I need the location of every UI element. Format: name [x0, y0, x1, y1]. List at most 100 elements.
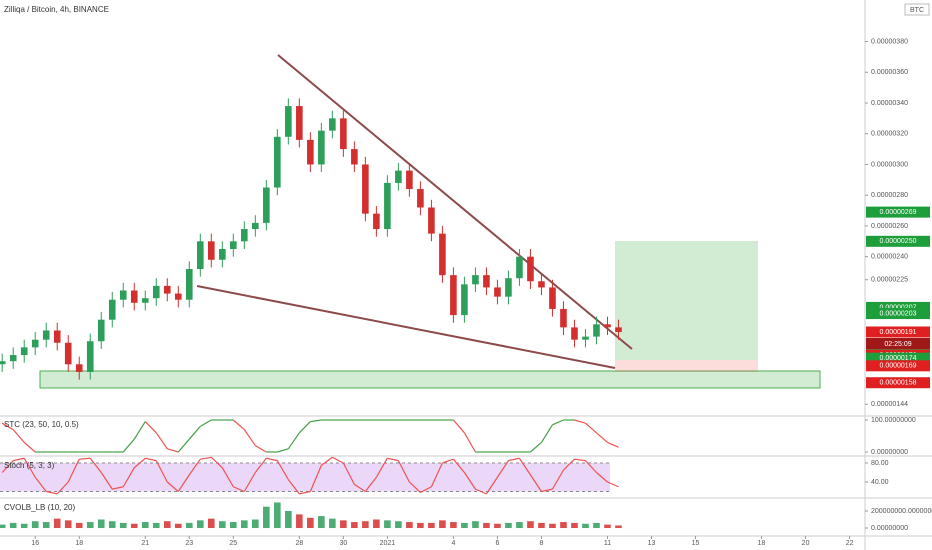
candle-body	[130, 290, 138, 303]
indicator-line	[310, 419, 322, 423]
candle-body	[163, 285, 171, 294]
indicator-line	[89, 457, 102, 473]
volume-bar	[207, 518, 215, 529]
indicator-line	[112, 486, 124, 490]
candle-body	[461, 284, 468, 316]
indicator-line	[67, 458, 80, 483]
indicator-line	[298, 421, 311, 434]
volume-bar	[461, 522, 468, 529]
indicator-line	[276, 460, 289, 480]
indicator-line	[199, 419, 212, 427]
volume-bar	[274, 502, 281, 529]
indicator-line	[23, 441, 36, 453]
indicator-line	[452, 419, 465, 434]
candle-body	[406, 170, 413, 190]
volume-bar	[494, 523, 501, 529]
indicator-line	[485, 476, 498, 495]
volume-bar	[285, 510, 292, 529]
volume-bar	[263, 506, 270, 529]
indicator-line	[200, 456, 212, 460]
indicator-line	[364, 476, 377, 492]
candle-body	[263, 187, 270, 223]
candle-body	[560, 308, 567, 328]
candle-body	[152, 285, 160, 299]
volume-bar	[20, 523, 28, 529]
indicator-line	[375, 457, 388, 478]
indicator-line	[551, 469, 564, 490]
indicator-line	[254, 457, 267, 473]
indicator-line	[12, 429, 25, 443]
volume-bar	[384, 520, 391, 529]
price-tag-label: 0.00000207	[880, 304, 917, 311]
volume-bar	[296, 514, 303, 529]
price-tag	[866, 352, 930, 364]
indicator-line	[607, 441, 619, 448]
volume-bar	[119, 522, 127, 529]
volume-bar	[571, 522, 578, 529]
volume-bar	[318, 516, 325, 529]
candle-body	[384, 182, 391, 230]
x-tick-label: 13	[648, 540, 656, 547]
y-tick-label: 0.00000300	[871, 161, 908, 168]
indicator-line	[299, 490, 311, 495]
price-tag-label: 0.00000158	[880, 380, 917, 387]
x-tick-label: 4	[451, 540, 455, 547]
y-tick-label: 0.00000260	[871, 223, 908, 230]
indicator-line	[232, 419, 245, 431]
indicator-line	[1, 460, 14, 473]
candle-body	[230, 241, 237, 249]
indicator-line	[540, 424, 553, 443]
indicator-line	[243, 472, 256, 492]
candle-body	[527, 256, 534, 282]
y-tick-label: 0.00000240	[871, 254, 908, 261]
indicator-line	[541, 488, 553, 493]
volume-bar	[163, 521, 171, 529]
volume-bar	[439, 520, 446, 529]
price-tag-label: 0.00000169	[880, 363, 917, 370]
volume-bar	[582, 523, 589, 529]
indicator-line	[23, 457, 36, 478]
candle-body	[538, 281, 545, 288]
y-tick-label: 0.00000225	[871, 277, 908, 284]
trendline-lower	[196, 285, 616, 369]
candle-body	[241, 229, 248, 242]
candle-body	[119, 290, 127, 300]
indicator-line	[430, 462, 443, 487]
candle-body	[108, 299, 116, 320]
indicator-line	[79, 457, 91, 460]
indicator-line	[177, 474, 190, 492]
volume-bar	[395, 521, 402, 529]
stop-zone	[615, 360, 758, 372]
candle-body	[174, 293, 182, 300]
candle-body	[318, 130, 325, 165]
candle-body	[593, 324, 600, 337]
volume-bar	[351, 522, 358, 529]
indicator-line	[342, 462, 355, 485]
candle-body	[307, 139, 314, 165]
indicator-line	[552, 419, 564, 426]
indicator-title: CVOLB_LB (10, 20)	[4, 503, 75, 512]
candle-body	[285, 106, 292, 137]
x-tick-label: 8	[539, 540, 543, 547]
candle-body	[196, 241, 204, 269]
chart-title: Zilliqa / Bitcoin, 4h, BINANCE	[4, 5, 109, 14]
volume-bar	[538, 522, 545, 529]
indicator-line	[243, 429, 256, 446]
candle-body	[505, 278, 512, 297]
candle-body	[86, 341, 94, 372]
indicator-line	[46, 490, 58, 495]
indicator-line	[177, 438, 190, 453]
volume-bar	[472, 521, 479, 529]
indicator-line	[607, 481, 619, 488]
indicator-line	[475, 488, 487, 495]
indicator-line	[155, 460, 168, 483]
volume-bar	[230, 522, 237, 529]
indicator-line	[266, 457, 278, 462]
price-tag	[866, 326, 930, 338]
price-tag	[866, 301, 930, 313]
y-tick-label: 0.00000280	[871, 192, 908, 199]
volume-bar	[505, 522, 512, 529]
x-tick-label: 25	[229, 540, 237, 547]
candle-body	[417, 189, 424, 208]
